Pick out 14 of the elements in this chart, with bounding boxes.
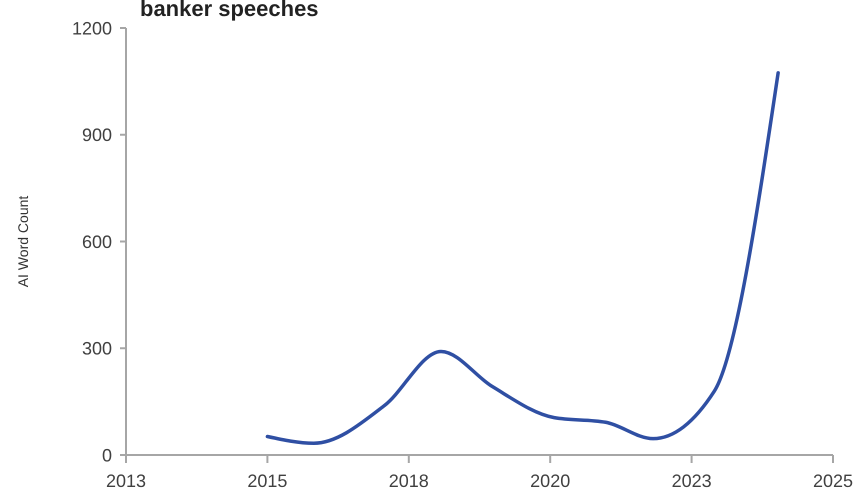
x-tick-label: 2013 bbox=[106, 471, 146, 491]
y-tick-label: 0 bbox=[102, 445, 112, 466]
y-tick-label: 900 bbox=[82, 125, 112, 146]
y-tick-label: 600 bbox=[82, 232, 112, 252]
x-tick-label: 2025 bbox=[812, 471, 854, 491]
y-tick-label: 300 bbox=[82, 338, 112, 359]
chart-title: banker speeches bbox=[140, 0, 319, 21]
x-tick-label: 2015 bbox=[247, 471, 288, 491]
y-tick-label: 1200 bbox=[72, 18, 112, 38]
y-axis-title: AI Word Count bbox=[15, 196, 31, 288]
x-tick-label: 2020 bbox=[530, 471, 570, 491]
line-series bbox=[266, 71, 780, 446]
x-tick-label: 2018 bbox=[388, 471, 429, 491]
x-tick-label: 2023 bbox=[672, 471, 712, 491]
